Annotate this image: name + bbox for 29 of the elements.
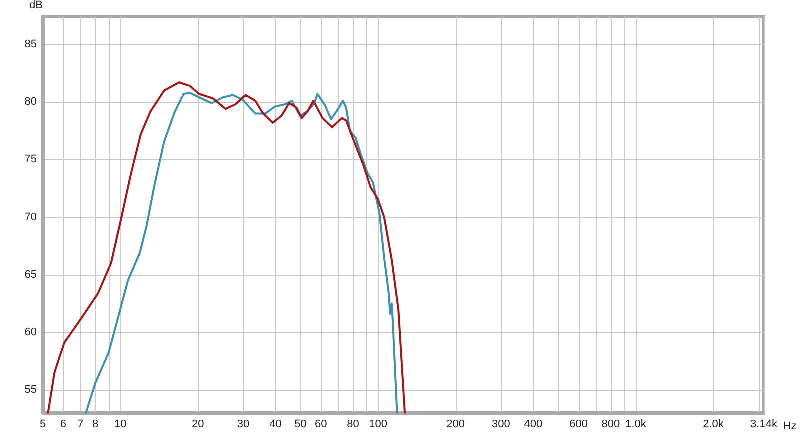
x-tick-label: 3.14k — [750, 418, 778, 430]
y-tick-label: 80 — [24, 96, 37, 108]
x-tick-label: 6 — [60, 418, 66, 430]
x-tick-label: 8 — [92, 418, 99, 430]
y-tick-label: 70 — [24, 211, 37, 224]
x-tick-label: 60 — [314, 418, 328, 430]
x-tick-label: 1.0k — [626, 418, 647, 430]
x-tick-label: 10 — [114, 418, 127, 430]
y-axis-title: dB — [30, 0, 43, 12]
x-tick-label: 400 — [524, 418, 543, 430]
x-tick-label: 600 — [570, 418, 588, 430]
x-tick-label: 5 — [40, 418, 46, 430]
x-tick-label: 20 — [192, 418, 204, 430]
y-tick-label: 60 — [24, 326, 37, 338]
x-tick-label: 100 — [369, 418, 388, 430]
y-tick-label: 75 — [24, 154, 37, 166]
x-tick-label: 80 — [347, 418, 360, 430]
y-tick-label: 85 — [24, 38, 37, 51]
x-tick-label: 7 — [78, 418, 84, 430]
x-tick-label: 800 — [602, 418, 620, 430]
x-tick-label: 300 — [492, 418, 510, 430]
y-tick-label: 55 — [24, 384, 37, 396]
y-tick-label: 65 — [24, 268, 37, 281]
x-tick-label: 200 — [446, 418, 466, 430]
x-axis-title: Hz — [783, 420, 797, 432]
x-tick-label: 40 — [270, 418, 282, 430]
x-tick-label: 30 — [237, 418, 250, 430]
x-tick-label: 2.0k — [703, 418, 724, 430]
x-tick-label: 50 — [294, 418, 307, 430]
